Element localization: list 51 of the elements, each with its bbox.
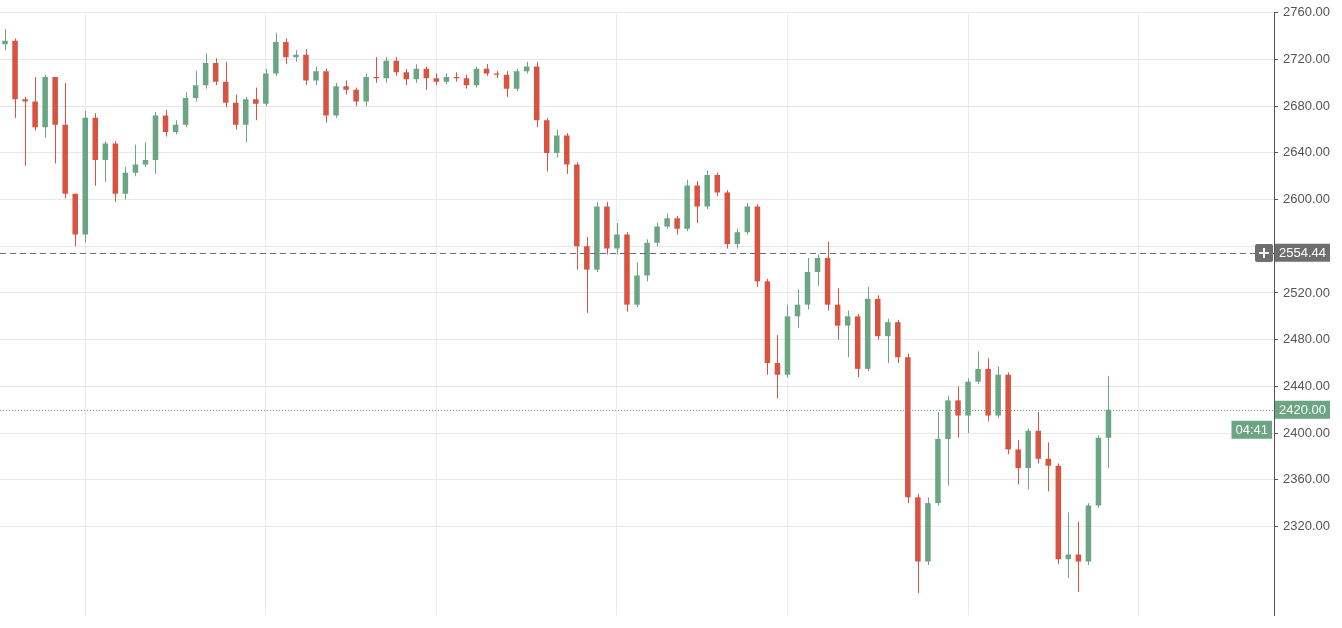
candlestick (553, 129, 560, 159)
candlestick (1045, 441, 1052, 492)
candlestick (885, 318, 891, 364)
candlestick (834, 287, 841, 341)
y-tick-label: 2320.00 (1283, 518, 1330, 534)
ref-line-label: 2420.00 (1279, 401, 1326, 417)
y-tick-label: 2400.00 (1283, 424, 1330, 440)
candlestick (283, 37, 289, 65)
candlestick (192, 70, 199, 103)
y-tick-label: 2520.00 (1283, 284, 1330, 300)
candlestick (1075, 521, 1082, 593)
candlestick (142, 141, 149, 168)
candlestick (1065, 511, 1072, 579)
y-tick-label: 2480.00 (1283, 331, 1330, 347)
candlestick (393, 56, 399, 77)
y-tick-label: 2360.00 (1283, 471, 1330, 487)
candlestick (774, 334, 781, 399)
candlestick (955, 385, 961, 439)
candlestick (814, 253, 821, 287)
y-tick-label: 2720.00 (1283, 51, 1330, 67)
candlestick (714, 172, 721, 197)
candlestick (2, 28, 8, 51)
candlestick (654, 222, 660, 247)
y-tick-label: 2760.00 (1283, 4, 1330, 20)
candlestick (253, 87, 259, 121)
candlestick (373, 56, 379, 84)
candlestick (202, 53, 209, 90)
candlestick (674, 215, 680, 236)
candlestick (212, 57, 219, 86)
candlestick (122, 166, 129, 201)
candlestick (22, 96, 28, 167)
y-tick-label: 2680.00 (1283, 97, 1330, 113)
candlestick (222, 61, 229, 108)
candlestick (844, 310, 851, 358)
ref-line-label: 2554.44 (1279, 244, 1326, 260)
candlestick (353, 87, 359, 107)
candlestick (513, 68, 520, 92)
candlestick (694, 180, 700, 224)
candlestick (975, 350, 981, 385)
candlestick (584, 236, 590, 314)
y-tick-label: 2440.00 (1283, 377, 1330, 393)
annotation: 04:41 (1235, 421, 1269, 437)
candlestick (313, 66, 319, 86)
candlestick (734, 228, 741, 250)
candlestick (232, 94, 239, 131)
candlestick (383, 56, 389, 84)
candlestick (614, 222, 620, 255)
candlestick (1015, 439, 1021, 485)
y-tick-label: 2640.00 (1283, 144, 1330, 160)
candlestick (503, 70, 510, 98)
y-tick-label: 2600.00 (1283, 191, 1330, 207)
